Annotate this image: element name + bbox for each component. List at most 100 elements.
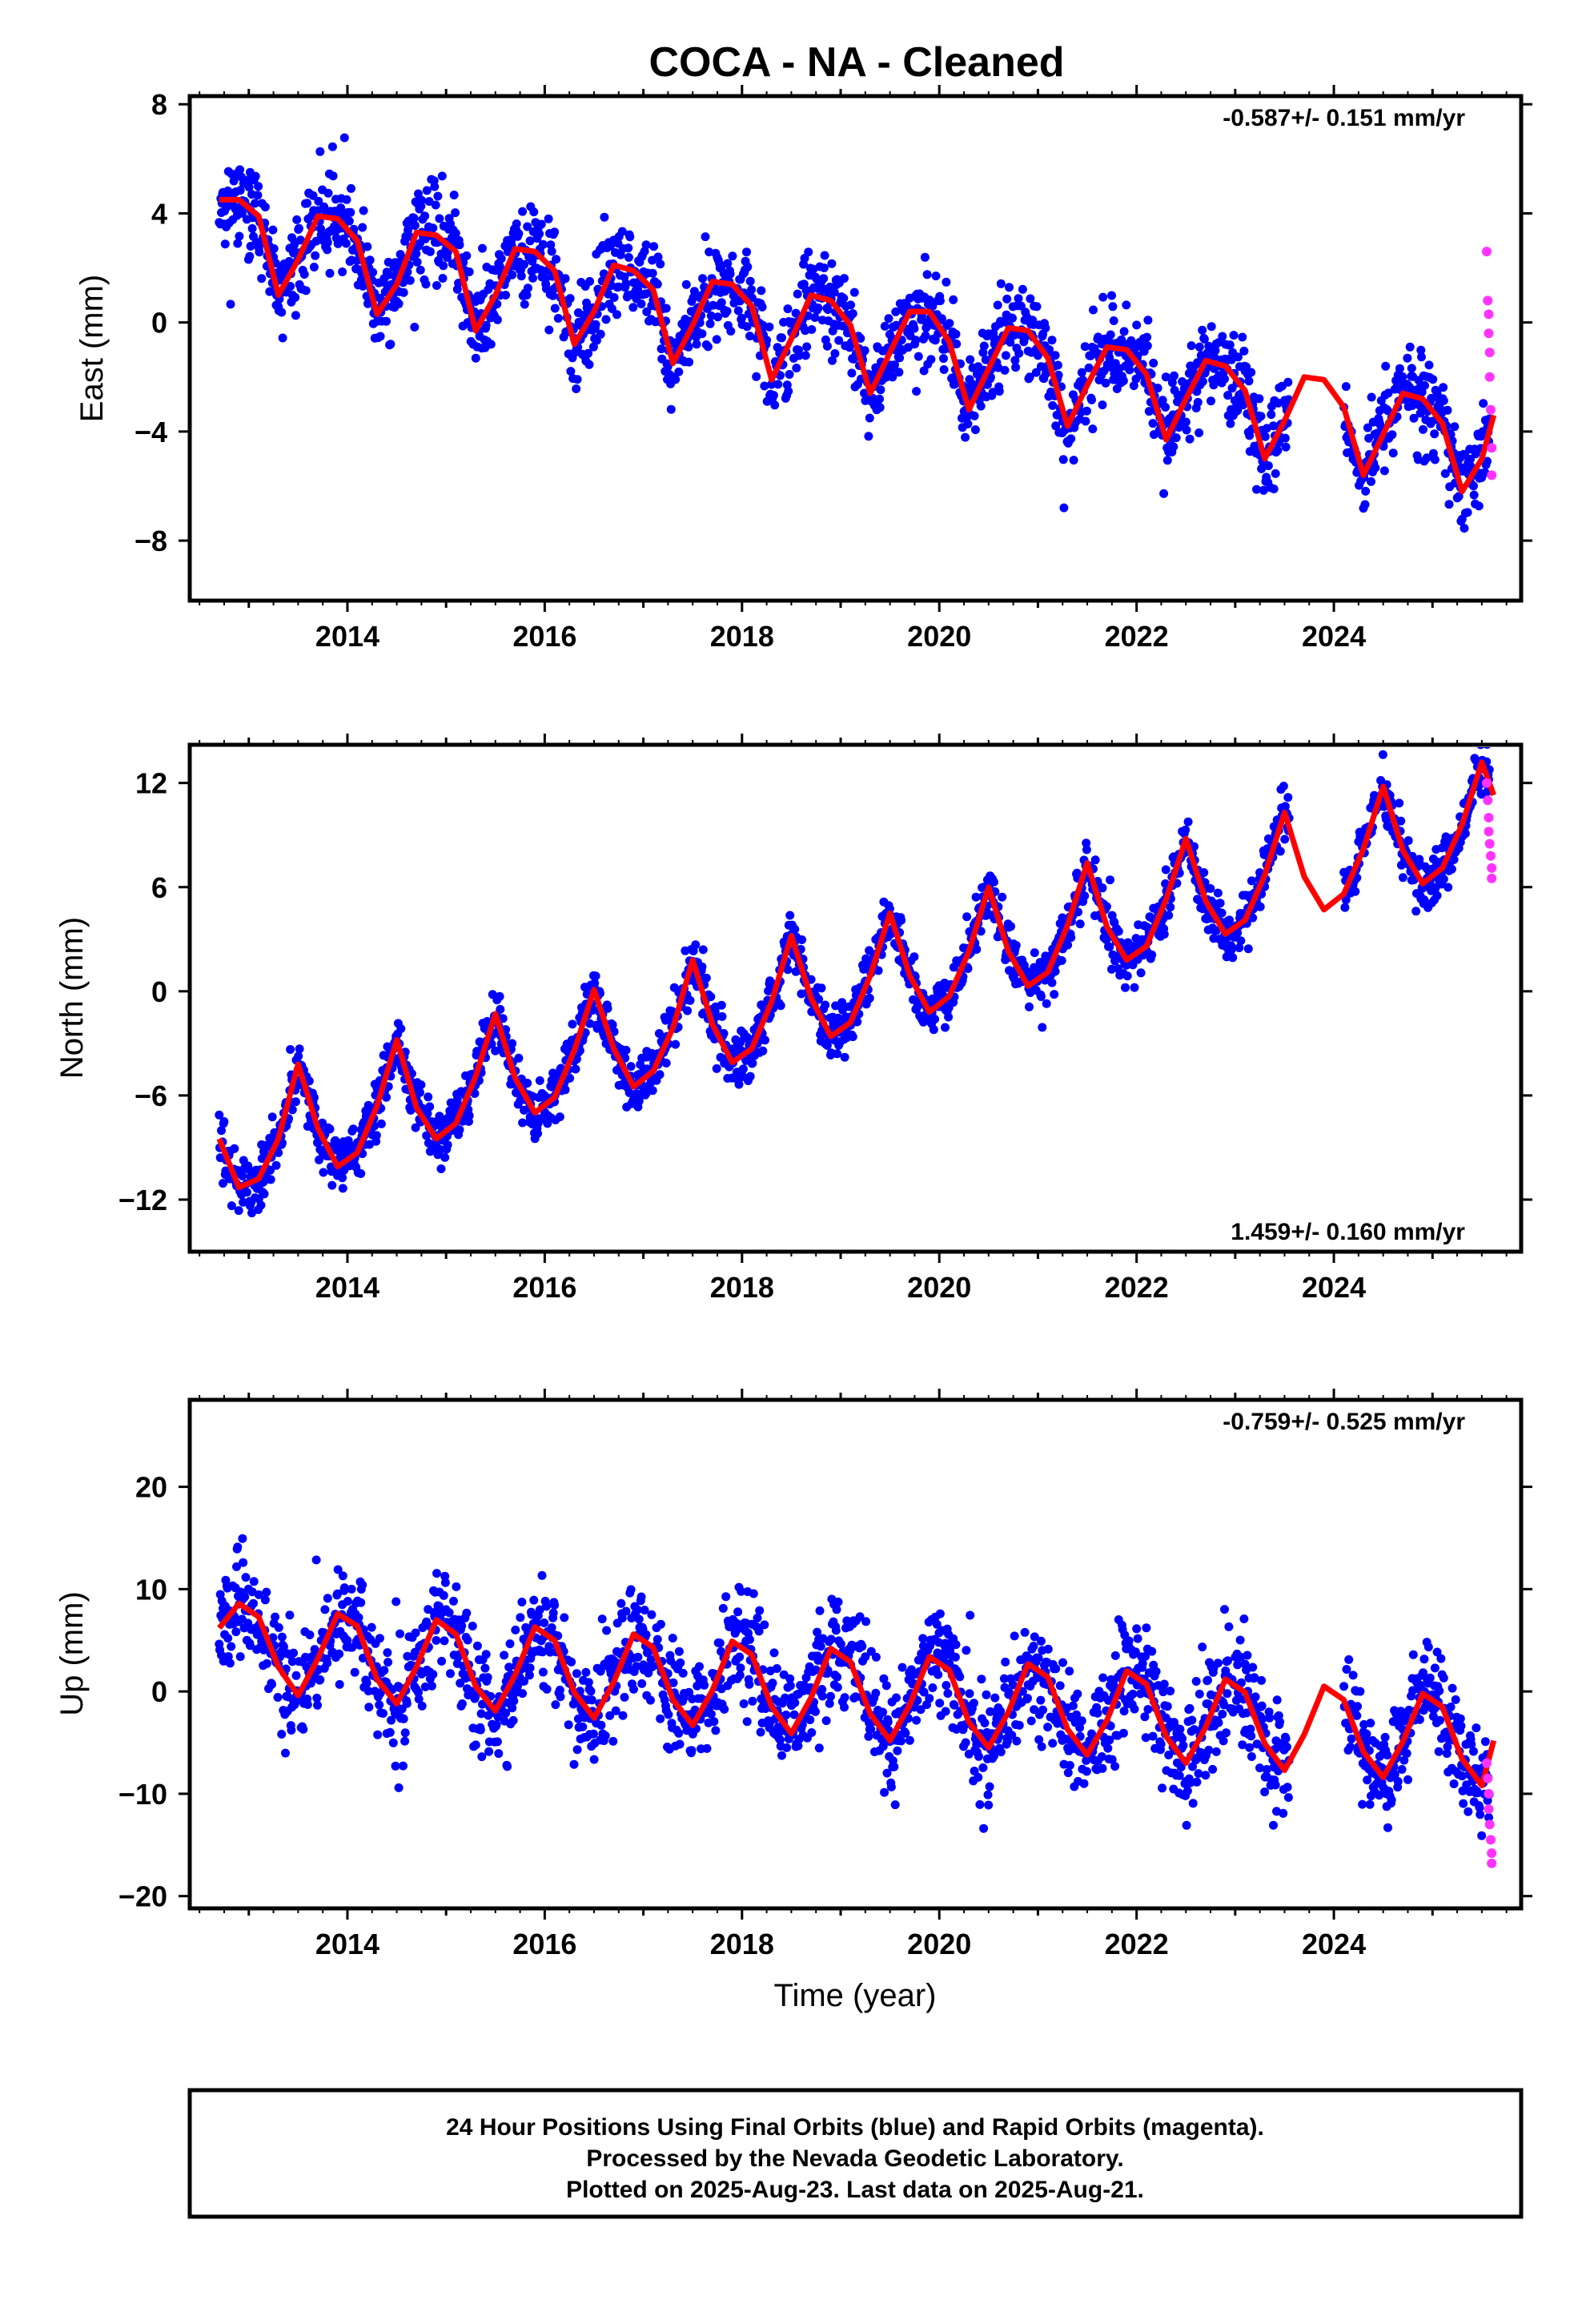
data-point [626,1062,636,1072]
data-point [937,314,946,324]
data-point [327,1180,337,1190]
data-point [323,1594,332,1603]
data-point [880,321,889,331]
data-point [544,214,553,223]
data-point [1059,503,1069,513]
data-point [511,1625,520,1634]
data-point [1088,424,1098,434]
data-point [1090,855,1100,865]
data-point [634,1096,644,1106]
data-point [437,171,447,181]
data-point [1130,983,1139,992]
data-point [245,251,255,261]
data-point [1058,455,1068,464]
data-point [373,1730,383,1739]
data-point [706,1709,716,1719]
data-point [830,349,840,358]
data-point [1162,456,1172,465]
data-point [1129,381,1138,391]
data-point [1171,433,1181,443]
data-point [411,1628,420,1638]
data-point [701,232,710,242]
data-point [327,142,337,151]
data-point [382,316,391,326]
data-point [853,1017,862,1027]
y-tick-label: −8 [135,525,167,557]
data-point [1082,406,1091,416]
east-frame [187,94,1524,603]
rapid-point [1484,838,1495,849]
data-point [1213,888,1223,898]
data-point [1466,455,1475,464]
data-point [477,1752,487,1762]
data-point [609,1027,619,1036]
data-point [1011,363,1021,372]
rapid-point [1487,470,1497,480]
data-point [776,371,785,380]
data-point [253,191,263,200]
x-tick-label: 2020 [907,620,971,653]
up-plot-area [215,1534,1497,1868]
data-point [262,1587,271,1597]
data-point [1226,419,1235,428]
data-point [335,1649,344,1659]
data-point [952,340,962,348]
north-plot-area [215,747,1497,1218]
data-point [1108,302,1118,312]
data-point [295,235,305,245]
data-point [998,892,1007,902]
data-point [358,1580,367,1590]
data-point [581,1667,591,1677]
data-point [1447,864,1456,874]
data-point [496,1004,505,1014]
data-point [358,223,367,232]
data-point [624,243,633,253]
data-point [560,274,570,283]
data-point [457,1621,467,1630]
data-point [745,332,754,341]
data-point [547,247,556,256]
data-point [292,215,302,224]
data-point [1147,950,1157,959]
data-point [1395,364,1404,373]
data-point [1243,944,1253,954]
data-point [387,1715,396,1725]
data-point [344,216,354,226]
data-point [1206,884,1215,893]
data-point [402,1699,412,1708]
data-point [548,1608,558,1618]
data-point [560,1613,569,1622]
data-point [1367,392,1376,402]
data-point [634,1614,644,1624]
data-point [738,1064,748,1074]
data-point [312,1693,322,1703]
data-point [462,251,472,260]
data-point [440,1571,450,1581]
data-point [961,432,970,442]
data-point [217,1126,226,1136]
data-point [251,199,259,208]
data-point [784,387,793,396]
data-point [1416,345,1426,355]
data-point [819,274,829,283]
data-point [443,1140,452,1150]
data-point [525,1663,535,1673]
data-point [235,165,245,175]
data-point [287,1657,297,1667]
data-point [1225,340,1235,350]
data-point [343,1597,352,1606]
data-point [1229,331,1239,340]
data-point [391,1597,401,1606]
data-point [888,372,897,382]
data-point [1109,316,1118,325]
data-point [1351,887,1360,896]
data-point [274,1148,283,1157]
data-point [817,983,826,993]
data-point [1195,895,1204,905]
data-point [846,300,856,310]
data-point [291,311,300,320]
data-point [524,1671,534,1680]
x-tick-label: 2016 [512,1271,576,1304]
data-point [656,259,665,269]
